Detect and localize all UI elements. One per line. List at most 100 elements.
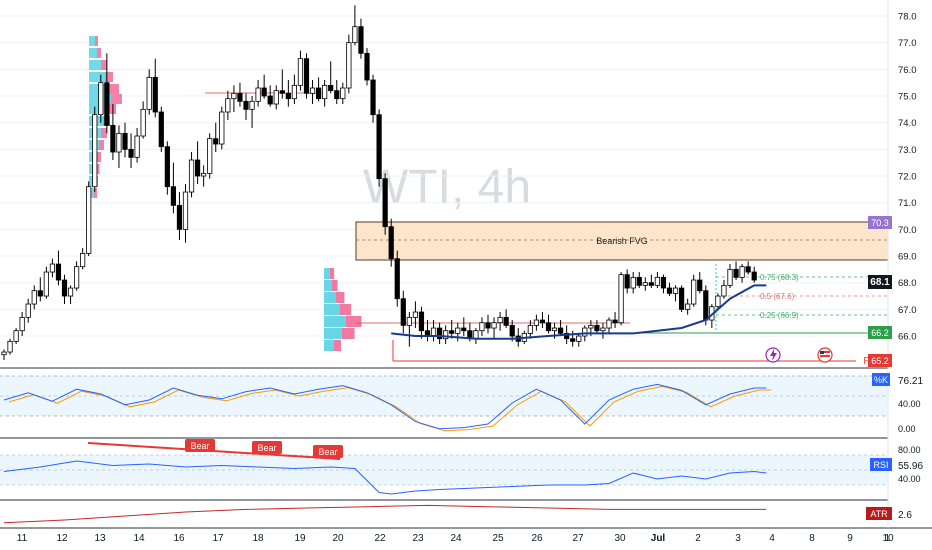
candle[interactable] (412, 301, 419, 329)
candle[interactable] (231, 85, 237, 113)
candle[interactable] (61, 274, 68, 305)
candle[interactable] (140, 101, 146, 139)
candle[interactable] (176, 192, 183, 241)
candle[interactable] (697, 272, 703, 294)
candle[interactable] (527, 320, 533, 339)
candle[interactable] (727, 264, 733, 289)
candle[interactable] (721, 280, 727, 299)
candle[interactable] (80, 248, 86, 270)
candle[interactable] (545, 314, 552, 334)
candle[interactable] (612, 312, 618, 329)
candle[interactable] (346, 34, 352, 94)
candle[interactable] (406, 312, 412, 347)
candle[interactable] (443, 325, 449, 345)
candle[interactable] (485, 314, 491, 334)
candle[interactable] (539, 312, 546, 329)
candle[interactable] (624, 269, 630, 294)
candle[interactable] (388, 218, 394, 267)
candle[interactable] (255, 80, 261, 107)
candle[interactable] (7, 338, 13, 355)
candle[interactable] (618, 272, 624, 326)
candle[interactable] (261, 74, 267, 99)
candle[interactable] (394, 250, 400, 307)
candle[interactable] (739, 264, 745, 283)
candle[interactable] (491, 317, 497, 339)
candle[interactable] (43, 266, 49, 299)
candle[interactable] (37, 277, 43, 302)
candle[interactable] (279, 69, 285, 99)
candle[interactable] (315, 77, 322, 102)
candle[interactable] (418, 306, 425, 339)
candle[interactable] (685, 298, 691, 315)
candle[interactable] (436, 322, 443, 345)
candle[interactable] (358, 18, 364, 59)
candle[interactable] (630, 272, 636, 294)
candle[interactable] (213, 122, 219, 153)
candle[interactable] (594, 320, 600, 334)
candle[interactable] (400, 290, 406, 334)
bear-tag-2[interactable]: Bear (252, 441, 282, 454)
candle[interactable] (146, 69, 152, 115)
candle[interactable] (666, 282, 673, 297)
candle[interactable] (479, 317, 485, 337)
candle[interactable] (751, 266, 757, 283)
candle[interactable] (92, 106, 98, 193)
candle[interactable] (449, 320, 455, 339)
candle[interactable] (303, 53, 310, 99)
candle[interactable] (370, 74, 376, 123)
candle[interactable] (225, 90, 231, 121)
candle[interactable] (267, 85, 273, 107)
candle[interactable] (309, 80, 316, 105)
candle[interactable] (382, 173, 388, 235)
candle[interactable] (322, 80, 328, 107)
candle[interactable] (733, 261, 739, 281)
candle[interactable] (98, 74, 104, 123)
candle[interactable] (558, 320, 564, 337)
candle[interactable] (497, 312, 503, 331)
candle[interactable] (642, 277, 648, 291)
candle[interactable] (533, 314, 540, 331)
candle[interactable] (376, 109, 382, 187)
candle[interactable] (691, 274, 697, 307)
candle[interactable] (672, 285, 679, 302)
candle[interactable] (636, 272, 642, 289)
candle[interactable] (237, 82, 243, 107)
candle[interactable] (503, 309, 509, 329)
candle[interactable] (134, 128, 140, 163)
candle[interactable] (328, 61, 334, 94)
candle[interactable] (291, 74, 298, 105)
candle[interactable] (194, 141, 201, 185)
bear-tag-1[interactable]: Bear (185, 439, 215, 452)
time-axis[interactable]: 11 12 13 14 16 17 18 19 20 22 23 24 25 26 27 30 Jul 2 3 4 8 9… (17, 533, 894, 544)
candle[interactable] (158, 106, 164, 153)
bear-tag-3[interactable]: Bear (313, 445, 343, 458)
candle[interactable] (243, 93, 249, 121)
candle[interactable] (334, 80, 340, 105)
candle[interactable] (188, 152, 195, 198)
candle[interactable] (182, 184, 189, 243)
candle[interactable] (55, 250, 62, 286)
candle[interactable] (116, 125, 122, 169)
us-flag-event-icon[interactable] (817, 347, 833, 363)
candle[interactable] (219, 106, 225, 150)
candle[interactable] (170, 162, 176, 214)
candle[interactable] (1, 349, 7, 361)
candle[interactable] (297, 50, 304, 91)
candle[interactable] (679, 285, 685, 313)
candle[interactable] (201, 165, 207, 187)
candle[interactable] (576, 333, 582, 347)
candle[interactable] (67, 285, 74, 305)
candle[interactable] (648, 274, 654, 289)
candle[interactable] (654, 272, 661, 289)
candle[interactable] (128, 133, 134, 169)
candle[interactable] (13, 328, 19, 345)
candle[interactable] (364, 48, 370, 86)
candle[interactable] (25, 298, 31, 323)
candle[interactable] (285, 80, 291, 107)
candle[interactable] (74, 261, 80, 291)
candle[interactable] (104, 53, 110, 134)
candle[interactable] (745, 261, 751, 275)
candle[interactable] (110, 104, 116, 161)
